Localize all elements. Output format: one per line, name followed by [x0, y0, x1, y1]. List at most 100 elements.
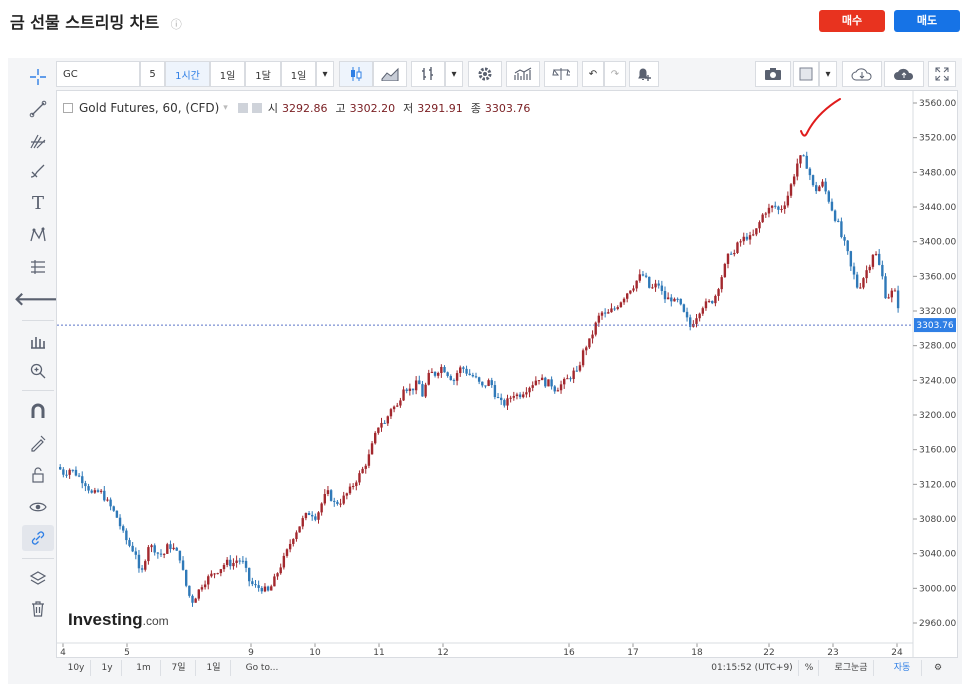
magnet-icon[interactable] — [22, 398, 54, 424]
zoom-in-icon[interactable] — [22, 358, 54, 384]
candle-body — [172, 547, 175, 550]
go-to-button[interactable]: Go to... — [245, 663, 279, 673]
interval-1-day-2[interactable]: 1일 — [281, 61, 316, 87]
range-1m[interactable]: 1m — [127, 660, 161, 676]
candle-body — [311, 514, 314, 517]
candle-body — [723, 263, 727, 278]
gear-icon[interactable]: ⚙ — [933, 663, 943, 673]
collapse-icon[interactable] — [63, 103, 73, 113]
link-icon[interactable] — [22, 525, 54, 551]
pattern-icon[interactable] — [22, 222, 54, 248]
redo-icon[interactable]: ↷ — [604, 61, 626, 87]
camera-icon[interactable] — [755, 61, 791, 87]
undo-icon[interactable]: ↶ — [582, 61, 604, 87]
candle-body — [134, 551, 137, 555]
chart-area[interactable]: 3560.00 3520.00 3480.00 3440.00 3400.00 3360.… — [56, 90, 958, 658]
candle-body — [537, 380, 541, 382]
candle-body — [833, 210, 837, 221]
candle-body — [270, 586, 273, 591]
candle-body — [865, 270, 868, 279]
candle-body — [323, 494, 326, 504]
measure-icon[interactable] — [22, 254, 54, 280]
indicators-icon[interactable] — [506, 61, 540, 87]
last-price-box — [914, 318, 956, 333]
brush-icon[interactable] — [22, 158, 54, 184]
compare-icon[interactable] — [544, 61, 578, 87]
lock-drawings-icon[interactable] — [22, 430, 54, 456]
area-chart-icon[interactable] — [373, 61, 407, 87]
calendar-icon[interactable] — [22, 328, 54, 354]
color-icon[interactable] — [793, 61, 819, 87]
candle-body — [711, 300, 714, 304]
settings-icon[interactable] — [237, 103, 248, 113]
text-icon[interactable]: T — [31, 192, 44, 214]
eye-icon[interactable] — [22, 494, 54, 520]
auto-scale-toggle[interactable]: 자동 — [883, 660, 922, 676]
candle-body — [626, 293, 629, 299]
close-legend-icon[interactable] — [251, 103, 262, 113]
price-label: 3200.00 — [919, 411, 956, 421]
crosshair-icon[interactable] — [22, 64, 54, 90]
candle-body — [358, 473, 361, 483]
high-value: 3302.20 — [349, 101, 396, 115]
candle-body — [802, 155, 805, 157]
gear-icon[interactable] — [468, 61, 502, 87]
candle-body — [487, 380, 490, 386]
candle-body — [185, 569, 188, 586]
interval-5[interactable]: 5 — [140, 61, 165, 87]
candle-body — [191, 595, 194, 603]
candle-body — [827, 191, 830, 202]
layers-icon[interactable] — [22, 566, 54, 592]
interval-1-month[interactable]: 1달 — [245, 61, 281, 87]
symbol-input[interactable]: GC — [56, 61, 140, 87]
log-scale-toggle[interactable]: 로그눈금 — [829, 660, 874, 676]
buy-button[interactable]: 매수 — [819, 10, 885, 32]
candle-body — [377, 427, 380, 433]
back-arrow-icon[interactable]: 🡐 — [13, 288, 63, 310]
candle-body — [370, 443, 374, 455]
candles-icon[interactable] — [339, 61, 373, 87]
candle-body — [531, 385, 534, 388]
time-label: 9 — [248, 648, 254, 657]
sell-button[interactable]: 매도 — [894, 10, 960, 32]
candle-body — [213, 573, 216, 575]
pitchfork-icon[interactable] — [22, 128, 54, 154]
candle-body — [405, 389, 408, 391]
cloud-save-icon[interactable] — [884, 61, 924, 87]
range-10y[interactable]: 10y — [62, 660, 91, 676]
candle-body — [821, 181, 824, 187]
candle-body — [118, 517, 122, 527]
time-label: 12 — [437, 648, 448, 657]
candle-body — [720, 277, 723, 290]
alert-icon[interactable] — [629, 61, 659, 87]
interval-1-hour[interactable]: 1시간 — [165, 61, 210, 87]
legend-dropdown-icon[interactable]: ▾ — [223, 103, 228, 113]
candle-body — [279, 567, 282, 574]
candle-body — [225, 559, 229, 565]
candle-body — [282, 555, 286, 568]
time-label: 22 — [763, 648, 774, 657]
candle-body — [733, 252, 736, 255]
time-label: 17 — [627, 648, 638, 657]
fullscreen-icon[interactable] — [928, 61, 956, 87]
range-7d[interactable]: 7일 — [162, 660, 196, 676]
candle-body — [588, 338, 591, 348]
range-1y[interactable]: 1y — [93, 660, 122, 676]
candle-body — [408, 388, 412, 391]
interval-dropdown-icon[interactable]: ▾ — [316, 61, 334, 87]
cloud-load-icon[interactable] — [842, 61, 882, 87]
bars-icon[interactable] — [411, 61, 445, 87]
interval-1-day[interactable]: 1일 — [210, 61, 245, 87]
trend-line-icon[interactable] — [22, 96, 54, 122]
percent-toggle[interactable]: % — [800, 660, 819, 676]
trash-icon[interactable] — [22, 596, 54, 622]
color-dropdown-icon[interactable]: ▾ — [819, 61, 837, 87]
candle-body — [575, 370, 578, 372]
info-icon[interactable]: ⓘ — [170, 18, 182, 31]
unlock-icon[interactable] — [22, 462, 54, 488]
candle-body — [663, 291, 667, 300]
range-1d[interactable]: 1일 — [197, 660, 231, 676]
time-label: 23 — [827, 648, 838, 657]
chart-type-dropdown-icon[interactable]: ▾ — [445, 61, 463, 87]
price-chart[interactable]: 3560.00 3520.00 3480.00 3440.00 3400.00 3360.… — [57, 91, 957, 658]
